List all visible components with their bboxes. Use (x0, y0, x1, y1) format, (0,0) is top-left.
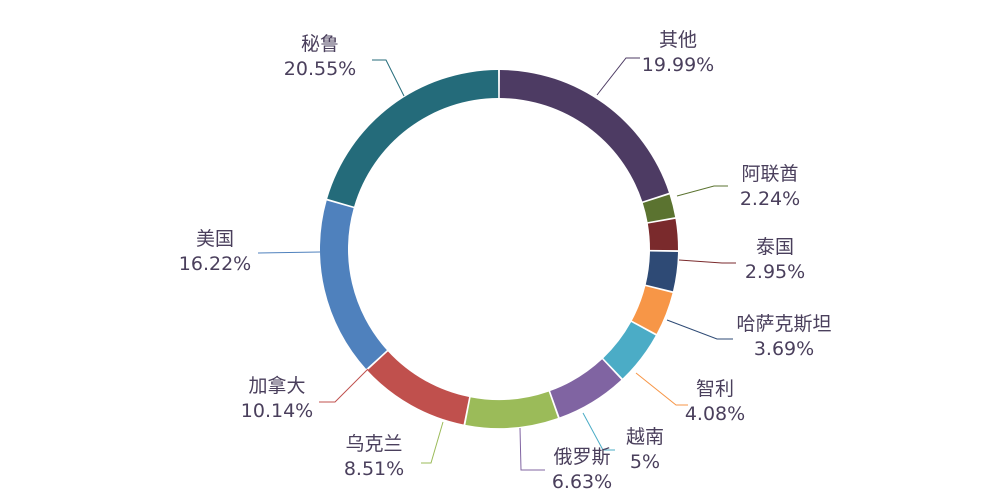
labels-group: 其他 19.99% 阿联酋 2.24% 泰国 2.95% 哈萨克斯坦 3.69% 智利 4.08%… (179, 29, 832, 493)
slice-name-label: 秘鲁 (301, 33, 339, 55)
leader-line-4 (666, 319, 733, 340)
slice-8 (465, 391, 558, 428)
slice-value-label: 10.14% (241, 400, 313, 422)
slices-group (320, 70, 678, 428)
slice-name-label: 美国 (196, 228, 234, 250)
slice-value-label: 8.51% (344, 458, 404, 480)
slice-value-label: 3.69% (754, 338, 814, 360)
slice-value-label: 2.95% (745, 261, 805, 283)
slice-value-label: 20.55% (284, 58, 356, 80)
leader-line-1 (596, 57, 640, 96)
slice-9 (367, 351, 470, 425)
slice-name-label: 哈萨克斯坦 (736, 313, 831, 335)
leader-line-2 (676, 185, 728, 197)
leader-line-8 (421, 421, 444, 464)
slice-value-label: 2.24% (740, 188, 800, 210)
slice-name-label: 阿联酋 (741, 163, 798, 185)
slice-11 (327, 70, 499, 207)
slice-2 (642, 194, 676, 223)
slice-value-label: 19.99% (642, 54, 714, 76)
slice-7 (550, 359, 622, 418)
slice-name-label: 智利 (696, 378, 734, 400)
leader-line-6 (582, 412, 615, 451)
slice-name-label: 乌克兰 (345, 433, 402, 455)
slice-5 (631, 286, 673, 334)
slice-value-label: 5% (630, 451, 660, 473)
leader-line-9 (319, 368, 369, 403)
slice-name-label: 泰国 (756, 236, 794, 258)
leader-line-7 (519, 427, 545, 471)
slice-name-label: 其他 (659, 29, 697, 51)
leader-line-10 (257, 251, 321, 254)
leader-line-5 (635, 372, 688, 406)
slice-value-label: 16.22% (179, 253, 251, 275)
slice-value-label: 6.63% (552, 471, 612, 493)
leader-line-3 (678, 259, 736, 264)
slice-value-label: 4.08% (685, 403, 745, 425)
slice-6 (603, 322, 656, 379)
leader-line-11 (372, 59, 405, 97)
slice-name-label: 越南 (626, 426, 664, 448)
slice-name-label: 加拿大 (248, 374, 305, 397)
slice-10 (320, 200, 387, 369)
slice-name-label: 俄罗斯 (553, 446, 610, 468)
slice-1 (499, 70, 669, 202)
slice-3 (647, 218, 678, 251)
slice-4 (645, 251, 678, 292)
leaders-group (257, 57, 736, 471)
